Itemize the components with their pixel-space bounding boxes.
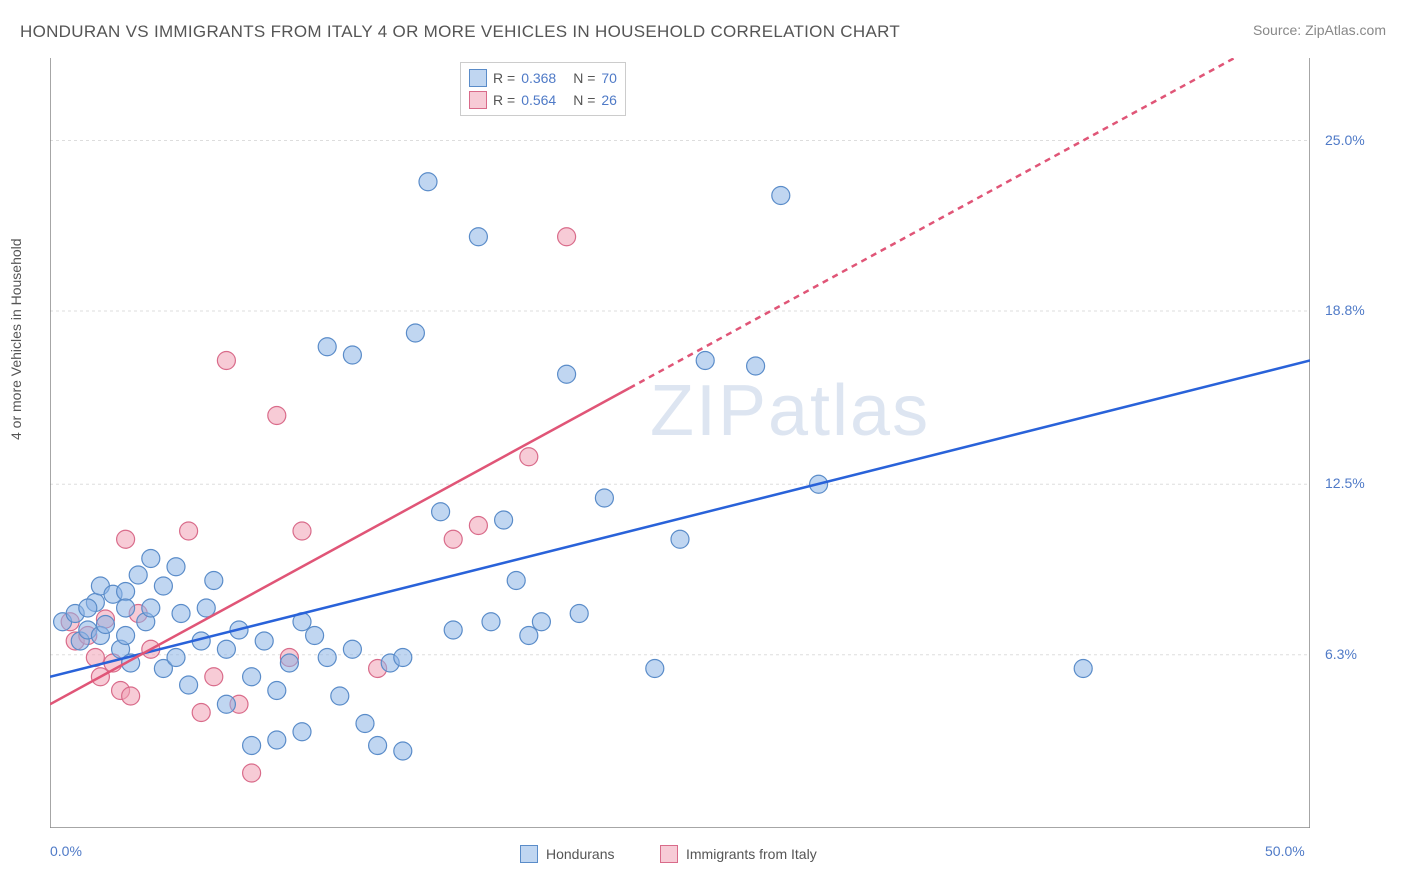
r-label: R =	[493, 70, 515, 86]
legend-swatch	[469, 69, 487, 87]
legend-item: Immigrants from Italy	[660, 845, 817, 863]
stats-legend-row: R = 0.368 N = 70	[469, 67, 617, 89]
legend-label: Hondurans	[546, 846, 615, 862]
legend-swatch	[660, 845, 678, 863]
n-label: N =	[573, 92, 595, 108]
r-value: 0.564	[521, 92, 567, 108]
legend-swatch	[520, 845, 538, 863]
source-attribution: Source: ZipAtlas.com	[1253, 22, 1386, 38]
stats-legend: R = 0.368 N = 70 R = 0.564 N = 26	[460, 62, 626, 116]
n-label: N =	[573, 70, 595, 86]
n-value: 26	[601, 92, 617, 108]
legend-label: Immigrants from Italy	[686, 846, 817, 862]
y-tick-label: 6.3%	[1325, 646, 1357, 662]
r-label: R =	[493, 92, 515, 108]
x-tick-label: 0.0%	[50, 843, 82, 859]
legend-item: Hondurans	[520, 845, 615, 863]
legend-swatch	[469, 91, 487, 109]
r-value: 0.368	[521, 70, 567, 86]
y-axis-label: 4 or more Vehicles in Household	[8, 238, 24, 440]
y-tick-label: 18.8%	[1325, 302, 1365, 318]
stats-legend-row: R = 0.564 N = 26	[469, 89, 617, 111]
x-tick-label: 50.0%	[1265, 843, 1305, 859]
scatter-plot	[50, 58, 1310, 828]
n-value: 70	[601, 70, 617, 86]
y-tick-label: 25.0%	[1325, 132, 1365, 148]
chart-title: HONDURAN VS IMMIGRANTS FROM ITALY 4 OR M…	[20, 22, 900, 42]
y-tick-label: 12.5%	[1325, 475, 1365, 491]
